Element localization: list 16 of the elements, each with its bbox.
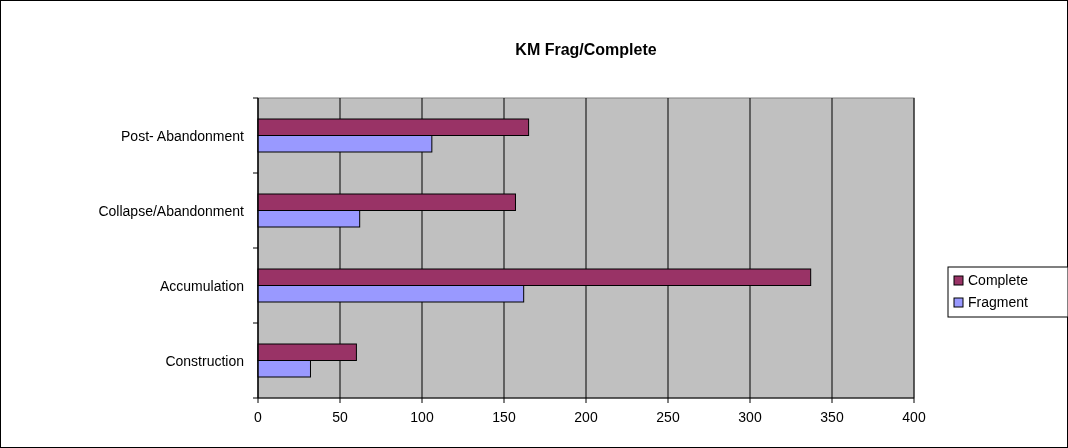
y-tick-label: Post- Abandonment bbox=[121, 127, 245, 144]
x-tick-label: 350 bbox=[820, 409, 844, 425]
chart-title: KM Frag/Complete bbox=[515, 41, 657, 58]
legend-label: Complete bbox=[968, 272, 1029, 288]
x-tick-label: 250 bbox=[656, 409, 680, 425]
y-tick-label: Construction bbox=[165, 352, 244, 369]
y-tick-label: Collapse/Abandonment bbox=[98, 202, 245, 219]
x-tick-label: 200 bbox=[574, 409, 598, 425]
x-tick-label: 300 bbox=[738, 409, 762, 425]
y-tick-label: Accumulation bbox=[159, 277, 244, 294]
x-tick-label: 100 bbox=[410, 409, 434, 425]
x-tick-label: 50 bbox=[332, 409, 348, 425]
x-tick-label: 400 bbox=[902, 409, 926, 425]
legend-label: Fragment bbox=[968, 294, 1029, 310]
x-tick-label: 0 bbox=[254, 409, 263, 425]
x-tick-label: 150 bbox=[492, 409, 516, 425]
